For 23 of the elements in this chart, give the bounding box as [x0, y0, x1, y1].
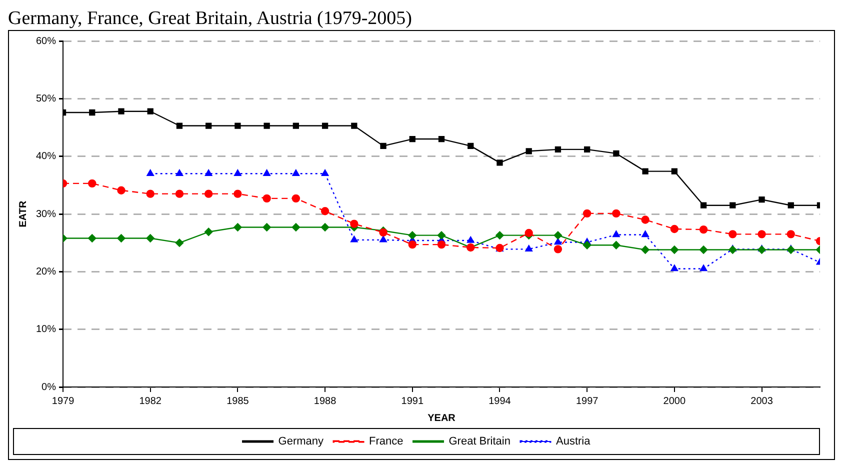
x-tick-label: 1979 — [52, 396, 75, 407]
x-tick-label: 1997 — [576, 396, 599, 407]
y-tick-label: 60% — [36, 36, 56, 47]
x-tick-label: 1982 — [139, 396, 162, 407]
x-axis-title: YEAR — [428, 412, 456, 424]
y-tick-label: 50% — [36, 93, 56, 104]
y-tick-label: 40% — [36, 151, 56, 162]
y-tick-label: 10% — [36, 324, 56, 336]
legend-label: Germany — [278, 436, 324, 448]
chart-title: Germany, France, Great Britain, Austria (1979-2005) — [8, 8, 413, 30]
x-tick-label: 1985 — [226, 396, 250, 407]
y-tick-label: 30% — [36, 208, 56, 220]
y-axis-title: EATR — [18, 200, 29, 228]
legend-label: France — [369, 436, 404, 448]
y-tick-label: 20% — [36, 266, 56, 278]
legend-label: Austria — [556, 436, 592, 448]
x-tick-label: 1994 — [488, 396, 512, 407]
x-tick-label: 1991 — [401, 396, 424, 407]
y-tick-label: 0% — [42, 382, 56, 393]
x-tick-label: 2003 — [750, 396, 774, 407]
x-tick-label: 1988 — [314, 396, 337, 407]
x-tick-label: 2000 — [663, 396, 686, 407]
legend-label: Great Britain — [448, 436, 510, 448]
